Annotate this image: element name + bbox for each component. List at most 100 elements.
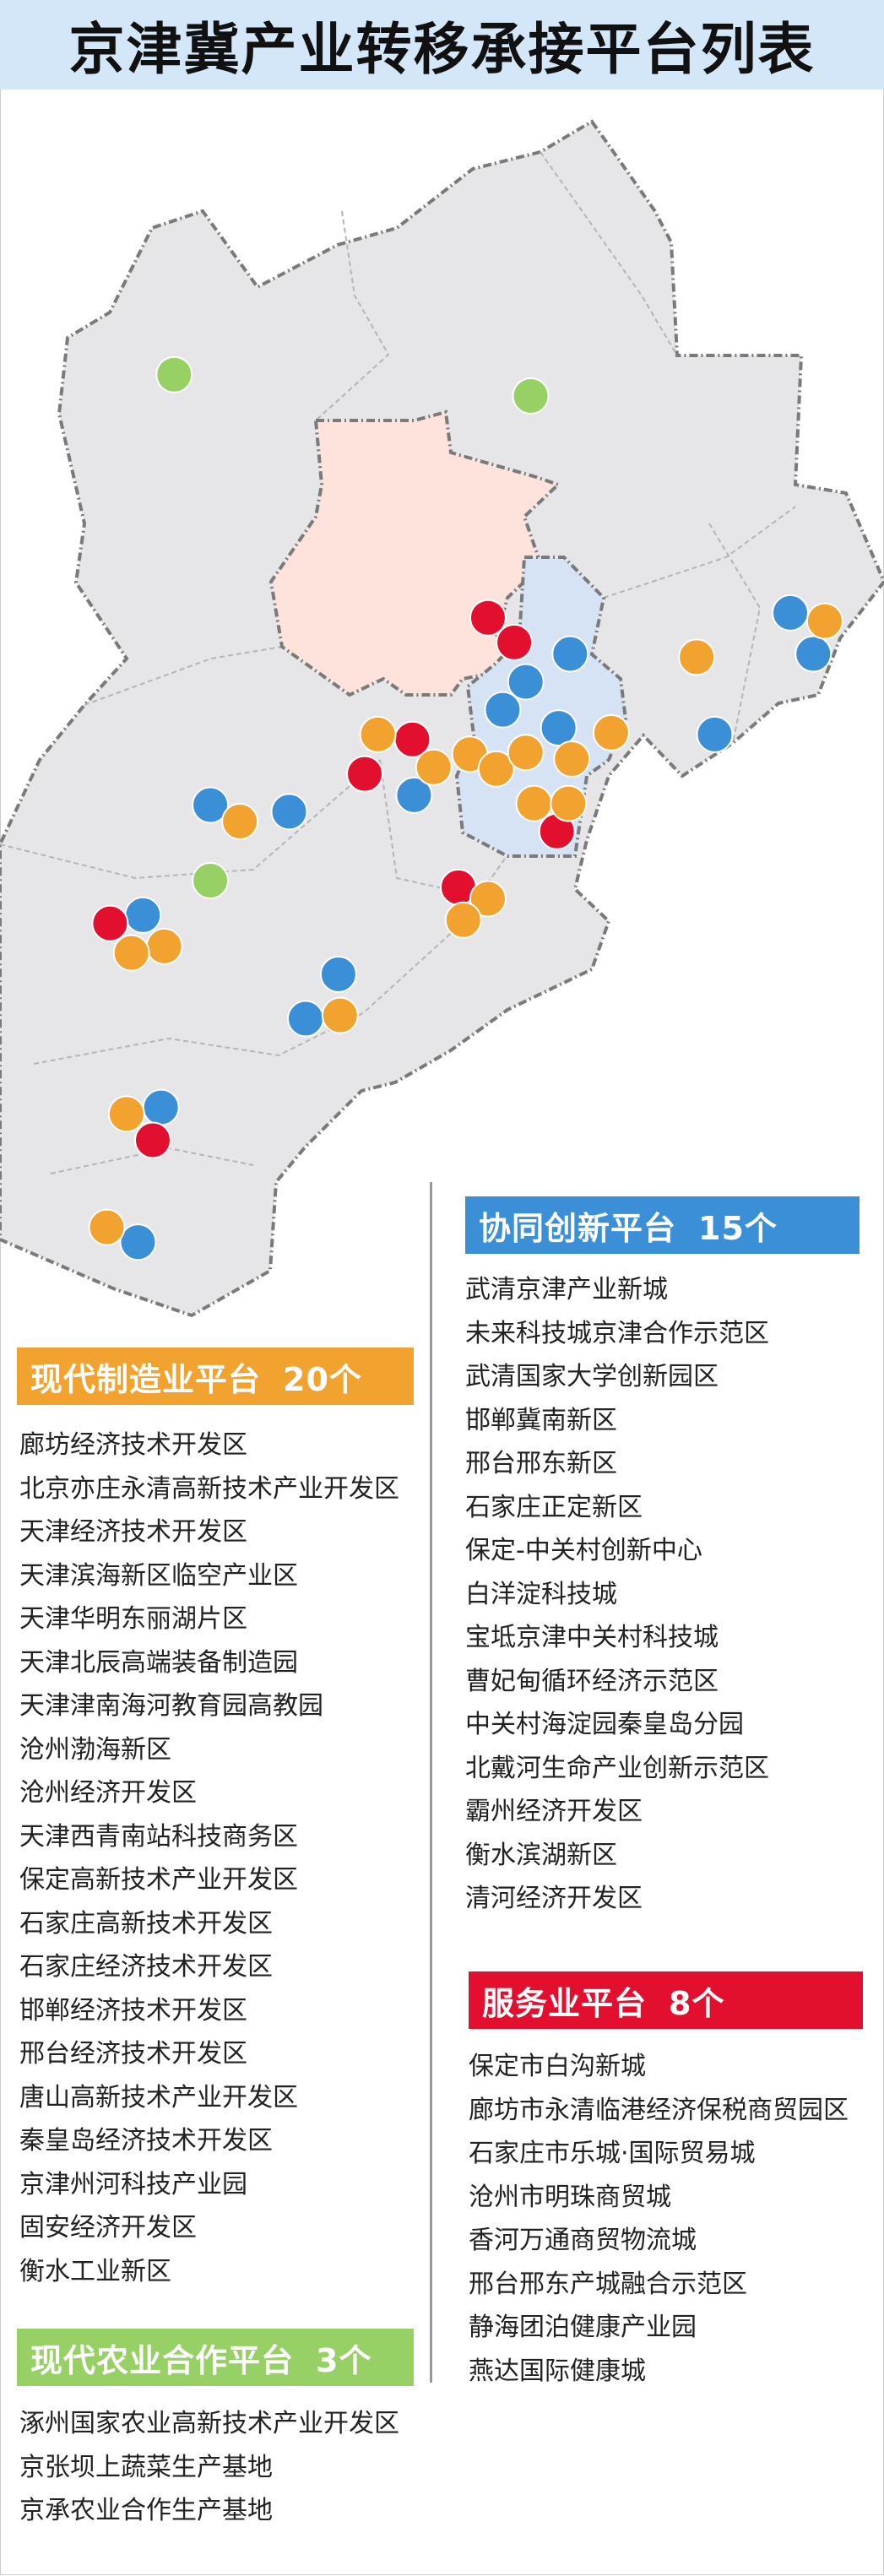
innovation-marker: [192, 786, 230, 824]
service-marker: [346, 755, 384, 793]
service-marker: [469, 599, 507, 637]
manufacturing-marker: [550, 784, 588, 822]
manufacturing-list-item: 保定高新技术产业开发区: [19, 1865, 298, 1895]
agriculture-list-item: 京张坝上蔬菜生产基地: [19, 2452, 273, 2482]
manufacturing-list-item: 石家庄高新技术开发区: [19, 1908, 273, 1939]
innovation-marker: [484, 691, 522, 729]
agriculture-marker: [192, 862, 230, 900]
innovation-marker: [395, 776, 433, 814]
innovation-list-item: 中关村海淀园秦皇岛分园: [465, 1710, 744, 1739]
manufacturing-list-item: 廊坊经济技术开发区: [19, 1430, 247, 1460]
service-label: 服务业平台: [482, 1984, 648, 2022]
innovation-marker: [540, 709, 578, 747]
manufacturing-marker: [553, 740, 591, 778]
innovation-list-item: 邯郸冀南新区: [465, 1405, 617, 1435]
innovation-marker: [319, 955, 357, 993]
innovation-list-item: 保定-中关村创新中心: [465, 1536, 702, 1565]
manufacturing-marker: [107, 1095, 145, 1133]
manufacturing-marker: [359, 715, 397, 753]
manufacturing-marker: [444, 901, 482, 939]
innovation-list-item: 未来科技城京津合作示范区: [465, 1318, 769, 1348]
manufacturing-header: 现代制造业平台 20个: [17, 1348, 414, 1405]
service-header: 服务业平台 8个: [469, 1971, 863, 2029]
manufacturing-list-item: 天津滨海新区临空产业区: [19, 1560, 298, 1591]
manufacturing-list-item: 天津西青南站科技商务区: [19, 1821, 298, 1852]
manufacturing-list-item: 石家庄经济技术开发区: [19, 1952, 273, 1982]
manufacturing-list-item: 沧州经济开发区: [19, 1778, 197, 1808]
innovation-marker: [286, 1000, 324, 1038]
innovation-list-item: 武清京津产业新城: [465, 1275, 668, 1304]
manufacturing-marker: [515, 784, 553, 822]
manufacturing-marker: [221, 803, 259, 840]
innovation-marker: [270, 793, 308, 831]
service-list-item: 沧州市明珠商贸城: [469, 2182, 671, 2212]
service-list-item: 石家庄市乐城·国际贸易城: [469, 2139, 756, 2168]
service-list-item: 静海团泊健康产业园: [469, 2313, 697, 2342]
service-list-item: 燕达国际健康城: [469, 2356, 646, 2386]
innovation-marker: [795, 635, 832, 673]
service-marker: [133, 1121, 171, 1159]
manufacturing-list-item: 天津津南海河教育园高教园: [19, 1691, 323, 1721]
innovation-label: 协同创新平台: [479, 1209, 677, 1247]
innovation-list-item: 衡水滨湖新区: [465, 1840, 617, 1870]
manufacturing-marker: [678, 638, 716, 676]
manufacturing-marker: [592, 713, 630, 751]
innovation-list-item: 武清国家大学创新园区: [465, 1362, 719, 1391]
manufacturing-list-item: 秦皇岛经济技术开发区: [19, 2126, 273, 2156]
innovation-list: 武清京津产业新城未来科技城京津合作示范区 武清国家大学创新园区 邯郸冀南新区 邢台邢东…: [465, 1268, 769, 1921]
map: [0, 119, 884, 1318]
manufacturing-marker: [88, 1208, 126, 1246]
manufacturing-marker: [805, 602, 843, 640]
manufacturing-marker: [507, 734, 545, 772]
manufacturing-list-item: 天津华明东丽湖片区: [19, 1604, 247, 1634]
manufacturing-list-item: 北京亦庄永清高新技术产业开发区: [19, 1473, 399, 1504]
service-count: 8个: [669, 1984, 725, 2022]
innovation-header: 协同创新平台 15个: [465, 1196, 860, 1254]
innovation-count: 15个: [698, 1209, 778, 1247]
manufacturing-list-item: 邯郸经济技术开发区: [19, 1995, 247, 2026]
manufacturing-marker: [415, 748, 453, 786]
agriculture-header: 现代农业合作平台 3个: [17, 2329, 414, 2386]
manufacturing-marker: [145, 927, 183, 965]
agriculture-marker: [512, 377, 550, 415]
manufacturing-marker: [112, 934, 150, 972]
manufacturing-list-item: 衡水工业新区: [19, 2256, 171, 2286]
agriculture-list-item: 京承农业合作生产基地: [19, 2496, 273, 2525]
innovation-marker: [507, 663, 545, 701]
innovation-marker: [772, 594, 810, 632]
manufacturing-marker: [469, 880, 507, 918]
page-title: 京津冀产业转移承接平台列表: [68, 17, 816, 82]
column-divider: [430, 1182, 432, 2383]
innovation-marker: [119, 1223, 157, 1261]
service-list-item: 廊坊市永清临港经济保税商贸园区: [469, 2095, 849, 2125]
innovation-list-item: 白洋淀科技城: [465, 1579, 617, 1609]
agriculture-label: 现代农业合作平台: [30, 2341, 295, 2379]
innovation-list-item: 北戴河生命产业创新示范区: [465, 1753, 769, 1783]
hebei-region: [0, 119, 884, 1318]
service-list-item: 邢台邢东产城融合示范区: [469, 2269, 747, 2299]
innovation-list-item: 清河经济开发区: [465, 1884, 643, 1913]
manufacturing-marker: [477, 750, 515, 788]
service-list-item: 保定市白沟新城: [469, 2052, 646, 2081]
innovation-list-item: 宝坻京津中关村科技城: [465, 1623, 719, 1652]
manufacturing-count: 20个: [283, 1360, 362, 1398]
manufacturing-list-item: 邢台经济技术开发区: [19, 2039, 247, 2069]
manufacturing-list-item: 天津北辰高端装备制造园: [19, 1647, 298, 1678]
manufacturing-list-item: 固安经济开发区: [19, 2213, 197, 2242]
innovation-marker: [696, 715, 734, 753]
manufacturing-marker: [321, 996, 359, 1034]
manufacturing-list-item: 天津经济技术开发区: [19, 1517, 247, 1547]
innovation-list-item: 石家庄正定新区: [465, 1492, 643, 1522]
service-marker: [91, 904, 129, 942]
manufacturing-list-item: 唐山高新技术产业开发区: [19, 2082, 298, 2112]
innovation-list-item: 邢台邢东新区: [465, 1449, 617, 1478]
innovation-list-item: 霸州经济开发区: [465, 1797, 643, 1826]
markers: [88, 355, 843, 1261]
manufacturing-list-item: 沧州渤海新区: [19, 1734, 171, 1765]
agriculture-list: 涿州国家农业高新技术产业开发区 京张坝上蔬菜生产基地 京承农业合作生产基地: [19, 2402, 399, 2533]
service-marker: [496, 623, 534, 661]
service-list-item: 香河万通商贸物流城: [469, 2226, 697, 2255]
manufacturing-label: 现代制造业平台: [30, 1360, 262, 1398]
innovation-marker: [124, 896, 162, 934]
innovation-list-item: 曹妃甸循环经济示范区: [465, 1666, 719, 1696]
